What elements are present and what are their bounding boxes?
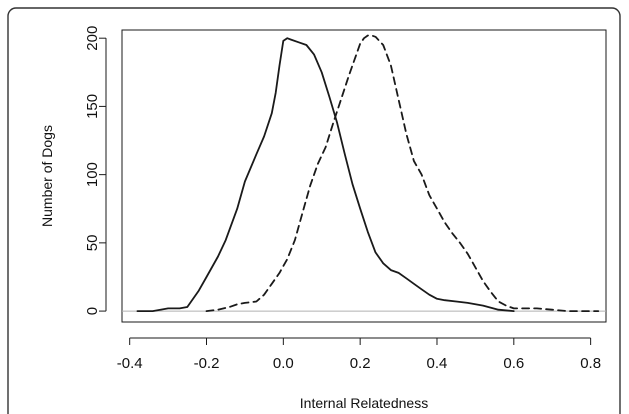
x-tick-label: 0.4 xyxy=(427,355,448,372)
solid-series-line xyxy=(136,37,515,313)
y-tick-label: 150 xyxy=(84,94,101,119)
y-tick-label: 0 xyxy=(84,307,101,315)
plot-box xyxy=(121,29,607,323)
y-axis-label: Number of Dogs xyxy=(39,125,55,227)
x-axis-label: Internal Relatedness xyxy=(300,395,428,411)
x-tick-label: 0.8 xyxy=(580,355,601,372)
x-tick-label: 0.2 xyxy=(350,355,371,372)
x-tick-label: -0.4 xyxy=(117,355,143,372)
x-tick-label: 0.6 xyxy=(503,355,524,372)
y-tick-label: 50 xyxy=(84,235,101,252)
figure-frame xyxy=(7,7,621,414)
x-tick-label: 0.0 xyxy=(273,355,294,372)
y-tick-label: 100 xyxy=(84,162,101,187)
y-tick-label: 200 xyxy=(84,26,101,51)
x-tick-label: -0.2 xyxy=(194,355,220,372)
plot-area: -0.4 -0.2 0.0 0.2 0.4 0.6 0.8 0 50 100 150 200 xyxy=(84,26,607,372)
dashed-series-line xyxy=(205,34,600,313)
